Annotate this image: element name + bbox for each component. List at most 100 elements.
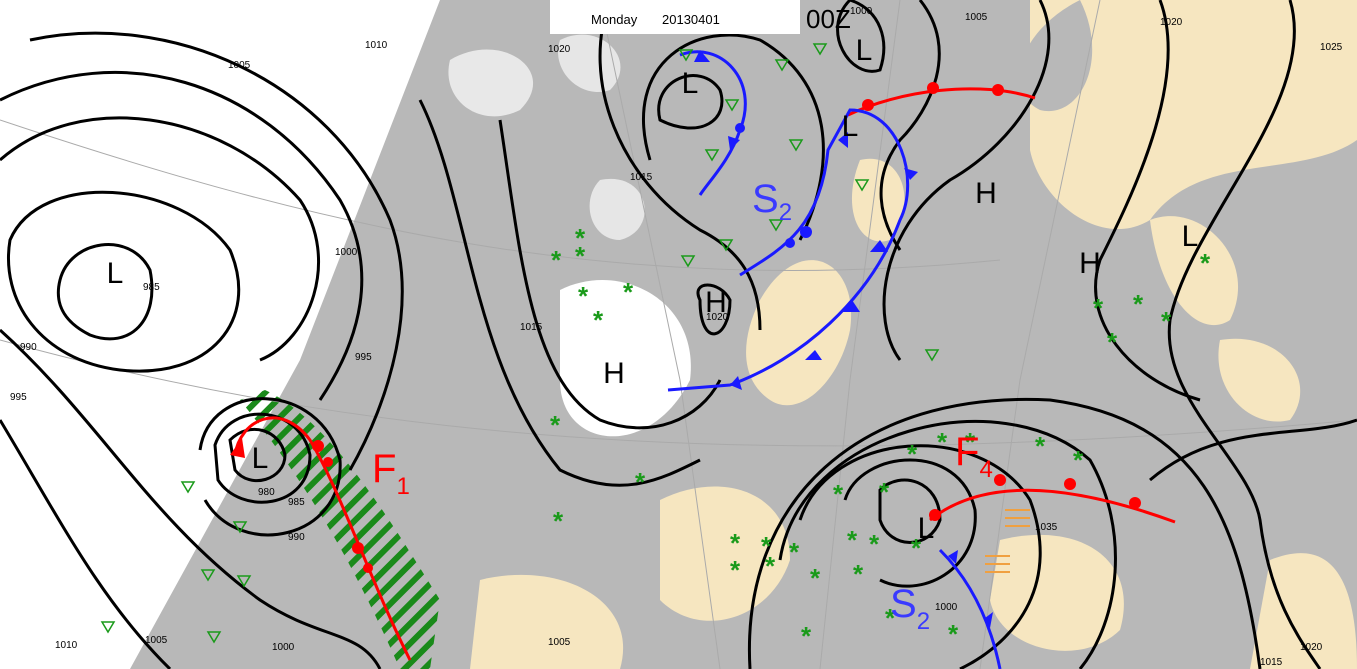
precipitation-shape: * [1107,327,1118,357]
precipitation-shape: * [550,410,561,440]
fronts-shape-shape [870,240,888,252]
precipitation-shape-shape [774,59,790,72]
front-label: F4 [955,430,993,483]
precipitation-shape-shape [724,99,740,112]
background-shape [470,574,624,669]
precipitation-shape: * [761,531,772,561]
fronts-shape-shape [994,474,1006,486]
precipitation-shape: * [593,305,604,335]
precipitation-shape: * [801,621,812,651]
isobar-label: 1015 [630,172,653,183]
fronts-shape [929,474,1141,521]
precipitation-shape: * [885,603,896,633]
precipitation-shape-shape [704,149,720,162]
pressure-center: H [1079,247,1101,280]
pressure-center: L [107,257,124,290]
isobar-label: 995 [10,392,27,403]
isobars-shape [56,243,154,341]
isobars-shape [878,478,942,544]
isobar-label: 980 [258,487,275,498]
precipitation: ** * *** *** * ** ** * * * *** ** * ** * ** * *… [100,43,1211,651]
precipitation-shape: * [575,223,586,253]
fronts-shape-shape [800,226,812,238]
front-label: S2 [752,177,792,226]
precipitation-shape-shape [100,621,116,634]
fronts-shape-shape [1129,497,1141,509]
background-shape [746,260,852,406]
grid-shape [599,0,721,669]
background-shape [1030,0,1357,230]
precipitation-shape-shape [236,575,252,588]
isobar-label: 985 [143,282,160,293]
precipitation-shape-shape [200,569,216,582]
pressure-center: L [1182,220,1199,253]
isobars-shape [879,0,941,251]
fronts-shape-shape [862,99,874,111]
isobar-label: 1015 [520,322,543,333]
isobar-label: 985 [288,497,305,508]
background-shape [448,49,534,117]
front-letter: S [890,582,917,626]
precipitation-shape: * [1161,306,1172,336]
header: Monday 20130401 00Z [550,0,851,34]
pressure-centers: L L L L L L L H H H H [107,34,1199,545]
precipitation-shape-shape [788,139,804,152]
fronts-shape-shape [927,82,939,94]
front-index: 2 [917,608,930,635]
precipitation-shape: * [833,479,844,509]
precipitation-shape-shape [678,49,694,62]
fronts-shape [679,50,747,196]
isobars-shape [747,397,1262,669]
fronts-shape [948,550,993,628]
isobars-shape [843,458,977,588]
precipitation-shape: * [1200,248,1211,278]
fronts-shape-shape [929,509,941,521]
isobar-label: 1010 [365,40,388,51]
front-label: F1 [372,447,410,500]
isobars-shape [882,0,1051,361]
precipitation-shape-shape [206,631,222,644]
isobar-label: 995 [355,352,372,363]
front-labels: F1 F4 S2 S2 [372,177,993,635]
fronts-shape-shape [312,440,324,452]
fronts-shape-shape [735,123,745,133]
isobar-label: 1020 [1160,17,1183,28]
precipitation-shape-shape [854,179,870,192]
fronts-shape-shape [323,457,333,467]
isobar-label: 1000 [272,642,295,653]
pressure-center: H [705,286,727,319]
isobar-label: 1025 [1320,42,1343,53]
precipitation-shape: * [765,551,776,581]
front-letter: F [372,447,396,491]
grid-shape [819,0,901,669]
grid-shape [0,119,1001,272]
precipitation-shape-shape [232,521,248,534]
precipitation-shape: * [789,537,800,567]
isobar-labels: 1010 1005 985 990 995 1000 995 980 985 9… [10,6,1343,668]
time: 00Z [806,4,851,34]
fronts-shape [694,50,745,150]
fronts-shape [667,108,910,392]
isobars-shape [228,427,287,483]
isobar-label: 1010 [55,640,78,651]
isobars-shape [778,420,1117,669]
fronts-shape-shape [352,542,364,554]
isobar-label: 1005 [145,635,168,646]
precipitation-shape: * [1133,289,1144,319]
isobar-label: 990 [288,532,305,543]
precipitation-shape: * [853,559,864,589]
fronts-shape-shape [838,132,848,148]
isobars-shape [696,283,732,336]
precipitation-shape: * [575,241,586,271]
precipitation-shape: * [911,533,922,563]
background-shape [1250,553,1357,669]
precipitation-shape-shape [180,481,196,494]
precipitation-shape: * [907,439,918,469]
pressure-center: L [842,110,859,143]
background-shape [589,178,645,240]
fronts [230,50,1176,669]
precipitation-shape: * [1035,431,1046,461]
